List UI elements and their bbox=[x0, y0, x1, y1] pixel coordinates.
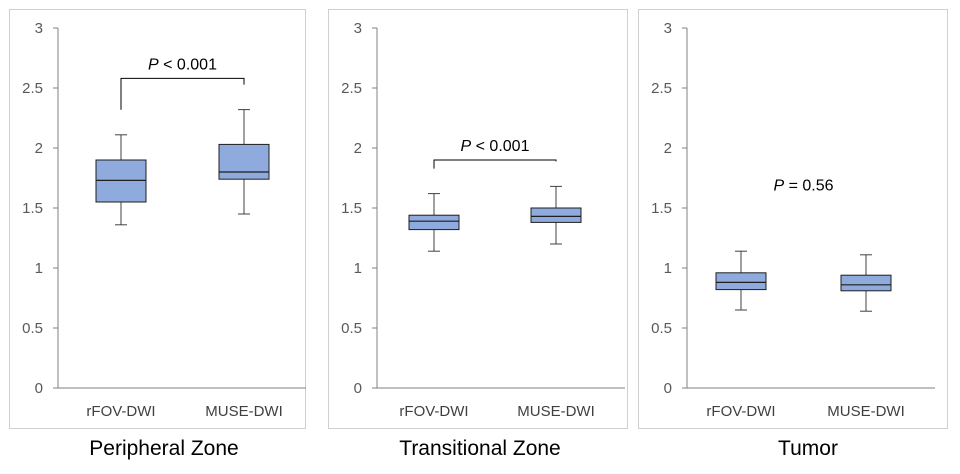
y-tick-label: 1.5 bbox=[22, 200, 43, 217]
box-rfov-dwi bbox=[95, 134, 147, 226]
y-tick-label: 3 bbox=[35, 20, 43, 37]
box-muse-dwi bbox=[218, 109, 270, 215]
y-tick-label: 2.5 bbox=[651, 80, 672, 97]
y-tick-label: 1.5 bbox=[341, 200, 362, 217]
chart-1: 0 0.5 1 1.5 2 2.5 3 rFOV-DWI MUSE-DWI P < 0.001 bbox=[341, 20, 625, 420]
y-tick-label: 0 bbox=[35, 380, 43, 397]
x-category-label: rFOV-DWI bbox=[86, 403, 155, 420]
y-tick-label: 3 bbox=[664, 20, 672, 37]
y-tick-label: 2 bbox=[664, 140, 672, 157]
panel-tumor bbox=[638, 9, 948, 429]
p-symbol: P bbox=[773, 178, 784, 195]
iqr-box bbox=[408, 214, 460, 231]
box-rfov-dwi bbox=[408, 193, 460, 252]
iqr-box bbox=[95, 159, 147, 203]
p-value-text: < 0.001 bbox=[159, 56, 217, 73]
p-value-text: < 0.001 bbox=[471, 138, 529, 155]
y-tick-label: 1 bbox=[35, 260, 43, 277]
y-tick-label: 1 bbox=[664, 260, 672, 277]
y-tick-label: 0 bbox=[664, 380, 672, 397]
x-category-label: MUSE-DWI bbox=[827, 403, 905, 420]
significance-bracket bbox=[433, 159, 557, 169]
y-tick-label: 0.5 bbox=[22, 320, 43, 337]
x-category-label: MUSE-DWI bbox=[205, 403, 283, 420]
y-tick-label: 1.5 bbox=[651, 200, 672, 217]
x-category-label: rFOV-DWI bbox=[706, 403, 775, 420]
x-category-label: MUSE-DWI bbox=[517, 403, 595, 420]
p-value-text: = 0.56 bbox=[784, 178, 833, 195]
x-category-label: rFOV-DWI bbox=[399, 403, 468, 420]
p-symbol: P bbox=[461, 138, 472, 155]
box-rfov-dwi bbox=[715, 250, 767, 311]
y-tick-label: 2 bbox=[35, 140, 43, 157]
chart-0: 0 0.5 1 1.5 2 2.5 3 rFOV-DWI MUSE-DWI P < 0.001 bbox=[22, 20, 306, 420]
p-value-annotation: P < 0.001 bbox=[461, 138, 530, 155]
y-tick-label: 0 bbox=[354, 380, 362, 397]
significance-bracket bbox=[120, 77, 245, 110]
title-transitional-zone: Transitional Zone bbox=[399, 437, 561, 460]
title-peripheral-zone: Peripheral Zone bbox=[89, 437, 239, 460]
p-symbol: P bbox=[148, 56, 159, 73]
box-muse-dwi bbox=[840, 254, 892, 312]
iqr-box bbox=[530, 207, 582, 223]
y-tick-label: 1 bbox=[354, 260, 362, 277]
y-tick-label: 0.5 bbox=[651, 320, 672, 337]
chart-2: 0 0.5 1 1.5 2 2.5 3 rFOV-DWI MUSE-DWI P = 0.56 bbox=[651, 20, 935, 420]
y-tick-label: 2.5 bbox=[22, 80, 43, 97]
title-tumor: Tumor bbox=[778, 437, 838, 460]
p-value-annotation: P = 0.56 bbox=[773, 178, 833, 195]
iqr-box bbox=[218, 143, 270, 180]
iqr-box bbox=[715, 272, 767, 291]
y-tick-label: 2 bbox=[354, 140, 362, 157]
iqr-box bbox=[840, 274, 892, 292]
p-value-annotation: P < 0.001 bbox=[148, 56, 217, 73]
y-tick-label: 3 bbox=[354, 20, 362, 37]
box-muse-dwi bbox=[530, 185, 582, 245]
y-tick-label: 0.5 bbox=[341, 320, 362, 337]
y-tick-label: 2.5 bbox=[341, 80, 362, 97]
